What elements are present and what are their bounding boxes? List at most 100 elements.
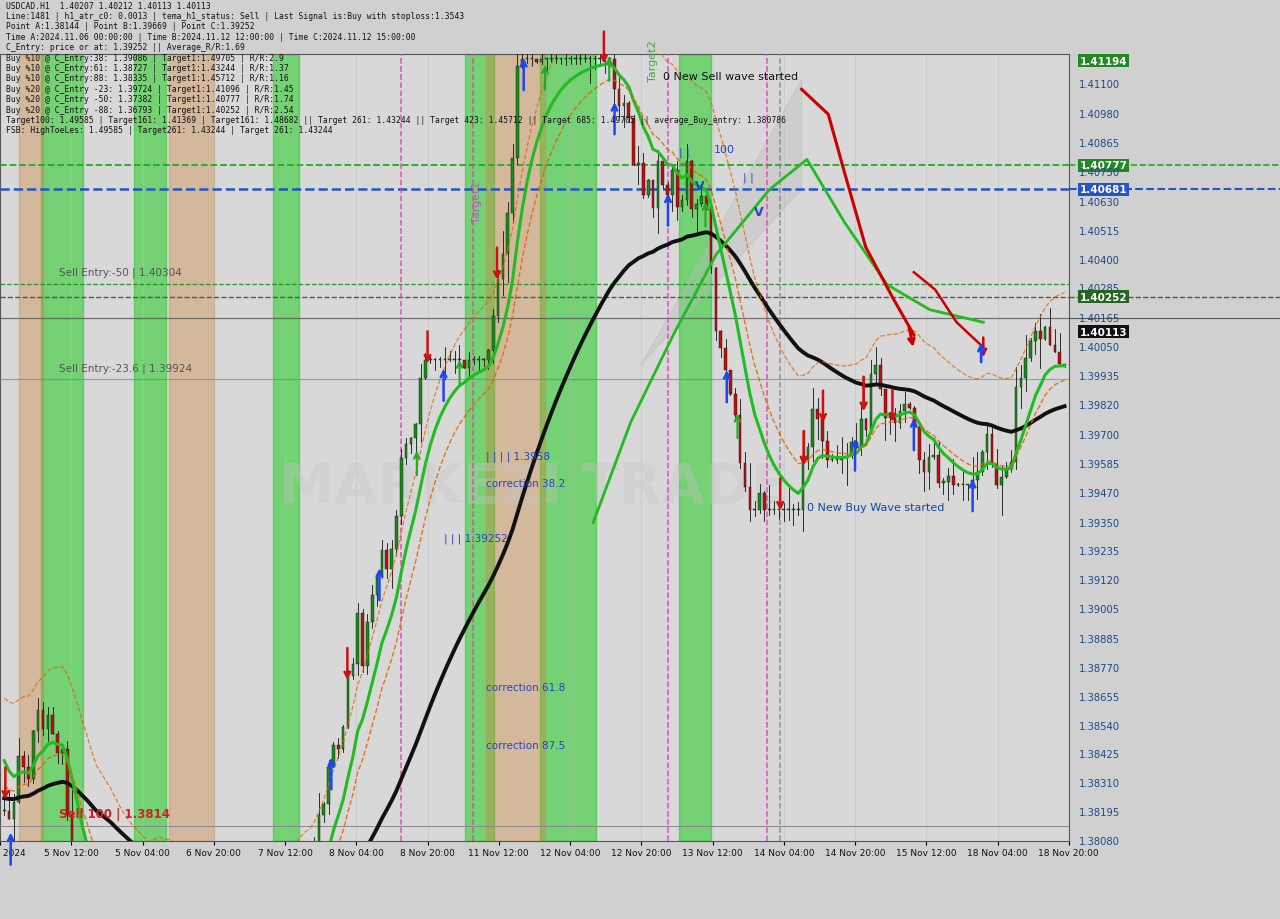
Bar <box>486 55 545 841</box>
Bar <box>678 55 710 841</box>
Text: 1.39820: 1.39820 <box>1079 401 1120 411</box>
Bar <box>293 868 296 870</box>
Bar <box>676 171 678 208</box>
Bar <box>42 710 45 729</box>
Bar <box>559 59 562 60</box>
Bar <box>986 435 988 453</box>
Bar <box>65 749 69 815</box>
Bar <box>434 359 436 360</box>
Bar <box>797 509 800 511</box>
Text: 1.40050: 1.40050 <box>1079 343 1120 353</box>
Bar <box>773 509 776 511</box>
Bar <box>1024 358 1027 379</box>
Bar <box>1064 365 1066 366</box>
Polygon shape <box>641 80 801 366</box>
Bar <box>399 459 403 516</box>
Bar <box>100 917 102 919</box>
Bar <box>497 279 499 316</box>
Bar <box>70 815 73 875</box>
Bar <box>1053 346 1056 353</box>
Bar <box>579 59 581 60</box>
Bar <box>317 815 320 861</box>
Bar <box>133 55 165 841</box>
Bar <box>909 404 911 408</box>
Bar <box>705 197 708 208</box>
Text: 1.40252: 1.40252 <box>1079 292 1126 302</box>
Text: 1.39470: 1.39470 <box>1079 488 1120 498</box>
Text: 1.40400: 1.40400 <box>1079 255 1120 266</box>
Bar <box>105 917 108 919</box>
Text: 1.40630: 1.40630 <box>1079 198 1120 208</box>
Bar <box>681 201 684 208</box>
Text: 1.40681: 1.40681 <box>1079 185 1126 195</box>
Bar <box>1034 331 1037 342</box>
Bar <box>507 214 509 255</box>
Bar <box>657 163 659 209</box>
Bar <box>453 359 456 360</box>
Bar <box>671 171 673 196</box>
Bar <box>337 745 339 749</box>
Bar <box>845 457 847 458</box>
Bar <box>739 416 741 463</box>
Bar <box>1048 327 1051 346</box>
Bar <box>662 163 664 186</box>
Bar <box>817 409 819 420</box>
Bar <box>1043 327 1047 340</box>
Text: Target2: Target2 <box>648 40 658 82</box>
Bar <box>56 734 59 753</box>
Bar <box>956 484 959 485</box>
Bar <box>1000 478 1004 485</box>
Text: 1.38425: 1.38425 <box>1079 750 1120 759</box>
Text: MARKEZI TRADE: MARKEZI TRADE <box>279 460 790 515</box>
Text: USDCAD.H1  1.40207 1.40212 1.40113 1.40113
Line:1481 | h1_atr_c0: 0.0013 | tema_: USDCAD.H1 1.40207 1.40212 1.40113 1.4011… <box>6 2 786 135</box>
Bar <box>521 60 524 66</box>
Text: 1.40165: 1.40165 <box>1079 314 1120 324</box>
Bar <box>1015 388 1018 462</box>
Bar <box>686 162 689 201</box>
Text: 0 New Sell wave started: 0 New Sell wave started <box>663 73 797 82</box>
Bar <box>913 408 915 428</box>
Bar <box>888 414 892 419</box>
Text: 1.40777: 1.40777 <box>1079 161 1128 171</box>
Bar <box>608 59 611 60</box>
Bar <box>22 756 26 767</box>
Text: 1.40515: 1.40515 <box>1079 227 1120 236</box>
Text: 1.40285: 1.40285 <box>1079 284 1120 294</box>
Bar <box>540 60 543 63</box>
Text: 1.38080: 1.38080 <box>1079 836 1120 845</box>
Bar <box>439 359 442 360</box>
Bar <box>328 766 330 804</box>
Bar <box>361 613 364 666</box>
Bar <box>589 59 591 60</box>
Bar <box>787 509 790 511</box>
Text: 1.40865: 1.40865 <box>1079 139 1120 149</box>
Bar <box>465 55 494 841</box>
Bar <box>1020 379 1023 388</box>
Bar <box>792 509 795 511</box>
Bar <box>603 59 605 60</box>
Bar <box>980 453 983 472</box>
Bar <box>502 255 504 279</box>
Bar <box>8 811 10 819</box>
Bar <box>492 316 494 351</box>
Bar <box>652 181 654 209</box>
Bar <box>535 60 538 63</box>
Bar <box>554 59 558 60</box>
Text: 1.39585: 1.39585 <box>1079 460 1120 470</box>
Text: 100: 100 <box>714 144 735 154</box>
Bar <box>733 394 737 416</box>
Bar <box>511 159 515 214</box>
Text: 1.38655: 1.38655 <box>1079 692 1120 702</box>
Bar <box>826 442 828 460</box>
Bar <box>429 359 431 360</box>
Bar <box>41 55 83 841</box>
Bar <box>526 59 529 60</box>
Bar <box>961 484 964 485</box>
Bar <box>695 205 698 210</box>
Bar <box>448 359 451 360</box>
Bar <box>763 494 765 511</box>
Bar <box>516 66 518 159</box>
Bar <box>550 59 553 60</box>
Bar <box>768 509 771 511</box>
Bar <box>352 664 355 676</box>
